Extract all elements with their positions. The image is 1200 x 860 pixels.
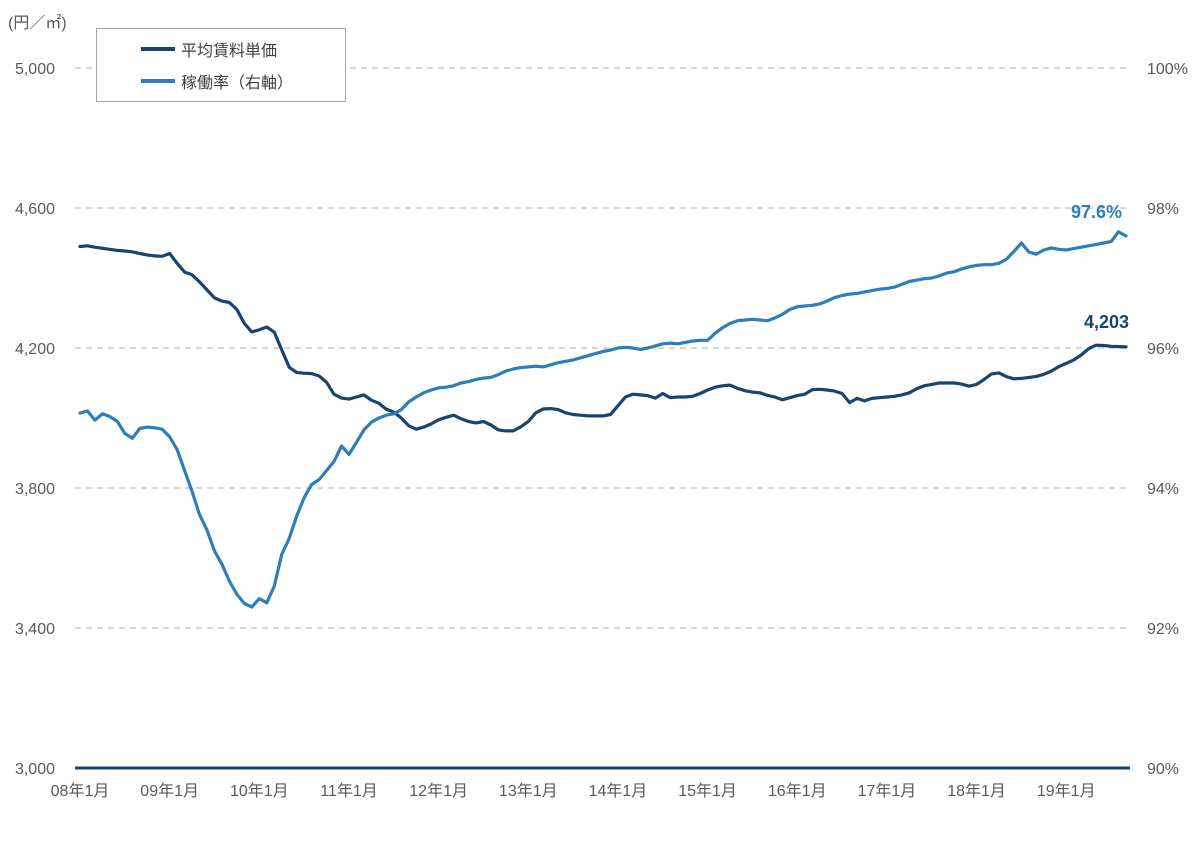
legend-item-occupancy: 稼働率（右軸） — [97, 69, 345, 93]
x-axis-tick-label: 08年1月 — [51, 782, 110, 800]
x-axis-tick-label: 14年1月 — [589, 782, 648, 800]
x-axis-tick-label: 15年1月 — [678, 782, 737, 800]
x-axis-tick-label: 17年1月 — [858, 782, 917, 800]
y-axis-right-tick-label: 92% — [1147, 621, 1179, 638]
y-axis-right-labels: 100% 98% 96% 94% 92% 90% — [1147, 61, 1188, 778]
occupancy-line-series — [78, 230, 1128, 609]
occupancy-line-swatch-icon — [141, 79, 175, 83]
gridlines — [75, 67, 1130, 629]
y-axis-left-tick-label: 3,800 — [15, 481, 55, 498]
y-axis-right-tick-label: 90% — [1147, 761, 1179, 778]
y-axis-left-tick-label: 4,200 — [15, 341, 55, 358]
y-axis-right-tick-label: 96% — [1147, 341, 1179, 358]
rent-value-label: 4,203 — [1084, 312, 1130, 332]
chart-legend: 平均賃料単価 稼働率（右軸） — [96, 28, 346, 102]
legend-label-occupancy: 稼働率（右軸） — [181, 75, 294, 92]
x-axis-tick-label: 11年1月 — [320, 782, 378, 800]
legend-item-rent: 平均賃料単価 — [97, 37, 345, 61]
x-axis-tick-label: 18年1月 — [947, 782, 1006, 800]
y-axis-left-tick-label: 5,000 — [15, 61, 55, 78]
occupancy-value-label: 97.6% — [1071, 202, 1123, 222]
y-axis-left-tick-label: 3,400 — [15, 621, 55, 638]
rent-line-swatch-icon — [141, 47, 175, 51]
y-axis-left-labels: 5,000 4,600 4,200 3,800 3,400 3,000 — [15, 61, 55, 778]
x-axis-tick-label: 09年1月 — [140, 782, 199, 800]
x-axis-tick-label: 19年1月 — [1037, 782, 1096, 800]
x-axis-labels: 08年1月 09年1月 10年1月 11年1月 12年1月 13年1月 14年1月 15年1月… — [51, 782, 1096, 800]
x-axis-tick-label: 12年1月 — [409, 782, 468, 800]
y-axis-right-tick-label: 100% — [1147, 61, 1188, 78]
y-axis-unit-label: (円／㎡) — [8, 15, 67, 32]
rent-line-series — [78, 244, 1128, 433]
x-axis-tick-label: 13年1月 — [499, 782, 558, 800]
legend-label-rent: 平均賃料単価 — [181, 43, 278, 60]
y-axis-right-tick-label: 94% — [1147, 481, 1179, 498]
series-lines — [78, 230, 1128, 609]
x-axis-tick-label: 10年1月 — [230, 782, 289, 800]
x-axis-tick-label: 16年1月 — [768, 782, 827, 800]
y-axis-left-tick-label: 3,000 — [15, 761, 55, 778]
y-axis-left-tick-label: 4,600 — [15, 201, 55, 218]
y-axis-right-tick-label: 98% — [1147, 201, 1179, 218]
